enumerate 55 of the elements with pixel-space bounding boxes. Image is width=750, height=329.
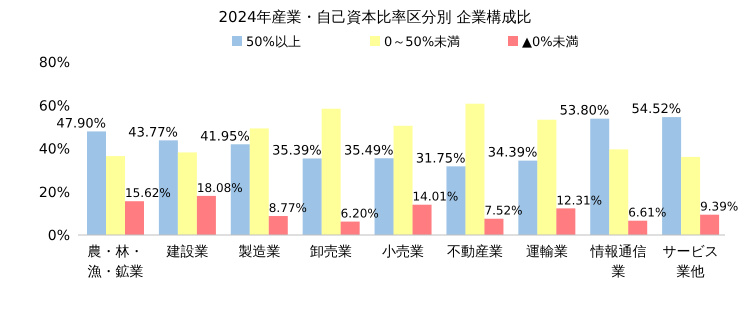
data-label: 7.52% <box>484 204 523 218</box>
bar <box>412 204 432 235</box>
y-tick-label: 60% <box>38 98 70 114</box>
x-tick-label: 建設業 <box>165 244 208 260</box>
data-label: 43.77% <box>128 125 178 140</box>
data-label: 35.49% <box>344 143 394 158</box>
y-tick-label: 0% <box>48 228 70 244</box>
data-label: 6.20% <box>340 206 379 221</box>
bar <box>628 220 648 235</box>
legend-label: 50%以上 <box>246 35 301 50</box>
bar <box>537 120 556 235</box>
x-tick-label: 農・林・漁・鉱業 <box>88 244 144 280</box>
data-label: 18.08% <box>196 180 243 195</box>
bar <box>196 196 216 235</box>
data-label: 34.39% <box>488 146 538 161</box>
y-tick-label: 20% <box>38 184 70 201</box>
bar <box>394 126 413 235</box>
legend-label: ▲0%未満 <box>522 35 579 50</box>
data-label: 12.31% <box>556 193 602 208</box>
data-label: 15.62% <box>125 186 171 200</box>
y-tick-label: 40% <box>38 142 70 158</box>
bar <box>125 201 144 235</box>
bar <box>250 128 269 235</box>
data-label: 14.01% <box>412 190 458 204</box>
y-tick-label: 80% <box>38 55 70 71</box>
data-label: 53.80% <box>560 104 610 119</box>
bar <box>178 152 197 235</box>
x-tick-label: 不動産業 <box>446 244 503 260</box>
bar <box>268 216 288 235</box>
x-tick-label: 小売業 <box>382 244 424 260</box>
data-label: 8.77% <box>268 201 307 216</box>
bar <box>681 156 700 235</box>
x-tick-label: 情報通信業 <box>590 244 647 280</box>
data-label: 41.95% <box>200 129 250 144</box>
x-tick-label: 卸売業 <box>310 244 352 260</box>
data-label: 47.90% <box>56 116 106 132</box>
data-label: 31.75% <box>416 151 466 166</box>
bar <box>106 156 125 235</box>
data-label: 6.61% <box>628 206 666 220</box>
data-label: 35.39% <box>272 143 322 158</box>
bar <box>484 218 504 235</box>
bar <box>87 131 106 235</box>
bar <box>700 214 720 235</box>
x-tick-label: 運輸業 <box>526 244 568 260</box>
chart-title: 2024年産業・自己資本比率区分別 企業構成比 <box>218 8 532 26</box>
bar <box>556 208 576 235</box>
x-tick-label: 製造業 <box>238 244 280 260</box>
data-label: 54.52% <box>632 102 682 118</box>
x-tick-label: サービス業他 <box>662 244 719 280</box>
data-label: 9.39% <box>700 200 738 214</box>
legend-label: 0～50%未満 <box>384 35 460 50</box>
bar <box>322 108 341 235</box>
bar <box>340 222 360 235</box>
bar <box>465 104 484 235</box>
bar <box>609 149 628 235</box>
